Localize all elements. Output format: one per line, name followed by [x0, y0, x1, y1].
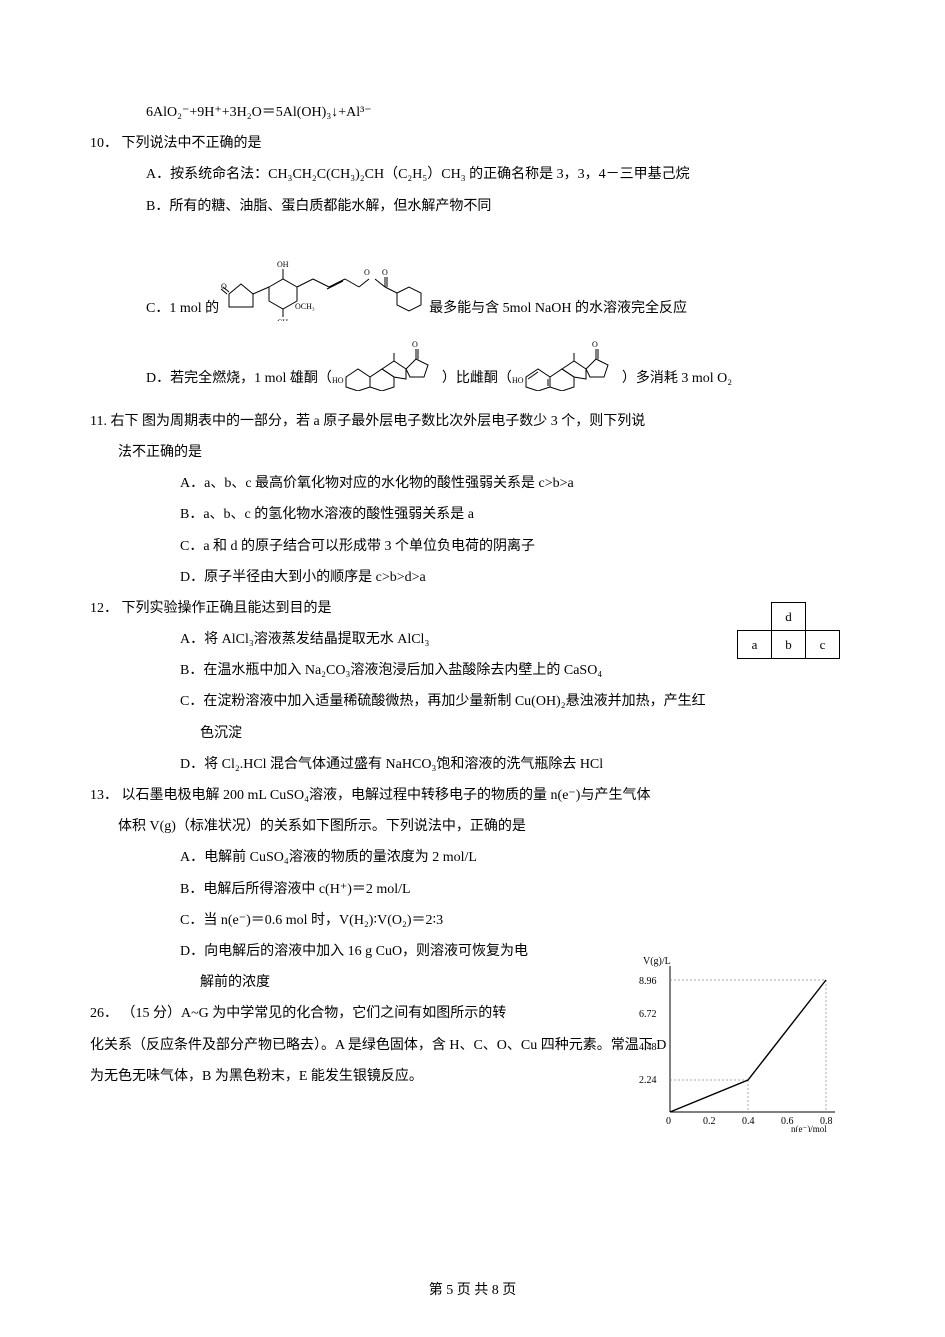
molecule-d2-image: HO O — [512, 331, 622, 391]
svg-text:OH: OH — [277, 260, 289, 269]
molecule-d1-image: HO O — [332, 331, 442, 391]
q13-graph: V(g)/L 2.24 4.48 6.72 8.96 0 0.2 0.4 0.6… — [635, 952, 845, 1132]
svg-text:O: O — [592, 340, 598, 349]
svg-text:4.48: 4.48 — [639, 1042, 657, 1053]
cell-c: c — [806, 631, 840, 659]
q13-stem-1: 13． 以石墨电极电解 200 mL CuSO₄溶液，电解过程中转移电子的物质的… — [90, 783, 855, 808]
svg-text:O: O — [364, 268, 370, 277]
svg-text:6.72: 6.72 — [639, 1009, 657, 1020]
q11-number: 11. — [90, 414, 107, 429]
cell-b: b — [772, 631, 806, 659]
q10-stem-text: 下列说法中不正确的是 — [122, 136, 262, 151]
q26-number: 26． — [90, 1006, 118, 1021]
q10-c-post: 最多能与含 5mol NaOH 的水溶液完全反应 — [429, 296, 687, 321]
q12-option-d: D．将 Cl₂.HCl 混合气体通过盛有 NaHCO₃饱和溶液的洗气瓶除去 HC… — [90, 752, 855, 777]
q11-option-a: A．a、b、c 最高价氧化物对应的水化物的酸性强弱关系是 c>b>a — [90, 471, 855, 496]
equation-top: 6AlO₂⁻+9H⁺+3H₂O＝5Al(OH)₃↓+Al³⁻ — [90, 100, 855, 125]
svg-text:HO: HO — [332, 376, 344, 385]
q10-option-a: A．按系统命名法：CH₃CH₂C(CH₃)₂CH（C₂H₅）CH₃ 的正确名称是… — [90, 162, 855, 187]
q26-l1-text: （15 分）A~G 为中学常见的化合物，它们之间有如图所示的转 — [122, 1006, 507, 1021]
q13-stem-2: 体积 V(g)（标准状况）的关系如下图所示。下列说法中，正确的是 — [90, 814, 855, 839]
svg-text:OCH₃: OCH₃ — [295, 302, 315, 311]
q10-number: 10． — [90, 136, 118, 151]
q10-option-d-row: D．若完全燃烧，1 mol 雄酮（ HO O ）比雌酮（ HO — [90, 331, 855, 391]
cell-a: a — [738, 631, 772, 659]
q12-option-c2: 色沉淀 — [90, 721, 855, 746]
graph-ylabel: V(g)/L — [643, 956, 671, 967]
svg-text:O: O — [382, 268, 388, 277]
svg-text:HO: HO — [512, 376, 524, 385]
q10-d-mid: ）比雌酮（ — [442, 366, 512, 391]
graph-xlabel: n(e⁻)/mol — [791, 1124, 827, 1132]
q13-stem1-text: 以石墨电极电解 200 mL CuSO₄溶液，电解过程中转移电子的物质的量 n(… — [122, 788, 651, 803]
q10-stem: 10． 下列说法中不正确的是 — [90, 131, 855, 156]
page-footer: 第 5 页 共 8 页 — [0, 1278, 945, 1303]
q13-option-b: B．电解后所得溶液中 c(H⁺)＝2 mol/L — [90, 877, 855, 902]
q10-d-pre: D．若完全燃烧，1 mol 雄酮（ — [146, 366, 332, 391]
q11-stem-1: 11. 右下 图为周期表中的一部分，若 a 原子最外层电子数比次外层电子数少 3… — [90, 409, 855, 434]
q12-number: 12． — [90, 601, 118, 616]
svg-text:CH₃: CH₃ — [277, 318, 291, 321]
svg-text:2.24: 2.24 — [639, 1075, 657, 1086]
q13-number: 13． — [90, 788, 118, 803]
svg-text:O: O — [412, 340, 418, 349]
molecule-c-image: OH O O OCH₃ CH₃ O — [219, 249, 429, 321]
q11-stem1-text: 右下 图为周期表中的一部分，若 a 原子最外层电子数比次外层电子数少 3 个，则… — [110, 414, 645, 429]
q11-option-b: B．a、b、c 的氢化物水溶液的酸性强弱关系是 a — [90, 502, 855, 527]
q10-d-post: ）多消耗 3 mol O₂ — [622, 366, 732, 391]
svg-text:0.4: 0.4 — [742, 1116, 755, 1127]
q10-option-c-row: C．1 mol 的 OH O O O — [90, 249, 855, 321]
y-ticks: 2.24 4.48 6.72 8.96 — [639, 976, 657, 1086]
svg-text:0.2: 0.2 — [703, 1116, 716, 1127]
svg-text:0: 0 — [666, 1116, 671, 1127]
q10-c-pre: C．1 mol 的 — [146, 296, 219, 321]
q12-option-b: B．在温水瓶中加入 Na₂CO₃溶液泡浸后加入盐酸除去内壁上的 CaSO₄ — [90, 658, 855, 683]
q11-option-d: D．原子半径由大到小的顺序是 c>b>d>a — [90, 565, 855, 590]
q12-option-c1: C．在淀粉溶液中加入适量稀硫酸微热，再加少量新制 Cu(OH)₂悬浊液并加热，产… — [90, 689, 855, 714]
q12-stem-text: 下列实验操作正确且能达到目的是 — [122, 601, 332, 616]
periodic-table-fragment: d a b c — [737, 602, 840, 659]
cell-d: d — [772, 603, 806, 631]
svg-text:8.96: 8.96 — [639, 976, 657, 987]
q10-option-b: B．所有的糖、油脂、蛋白质都能水解，但水解产物不同 — [90, 194, 855, 219]
q11-stem-2: 法不正确的是 — [90, 440, 855, 465]
graph-svg: V(g)/L 2.24 4.48 6.72 8.96 0 0.2 0.4 0.6… — [635, 952, 845, 1132]
grid-lines — [670, 980, 826, 1112]
q13-option-a: A．电解前 CuSO₄溶液的物质的量浓度为 2 mol/L — [90, 845, 855, 870]
q13-option-c: C．当 n(e⁻)＝0.6 mol 时，V(H₂)∶V(O₂)＝2∶3 — [90, 908, 855, 933]
q11-option-c: C．a 和 d 的原子结合可以形成带 3 个单位负电荷的阴离子 — [90, 534, 855, 559]
